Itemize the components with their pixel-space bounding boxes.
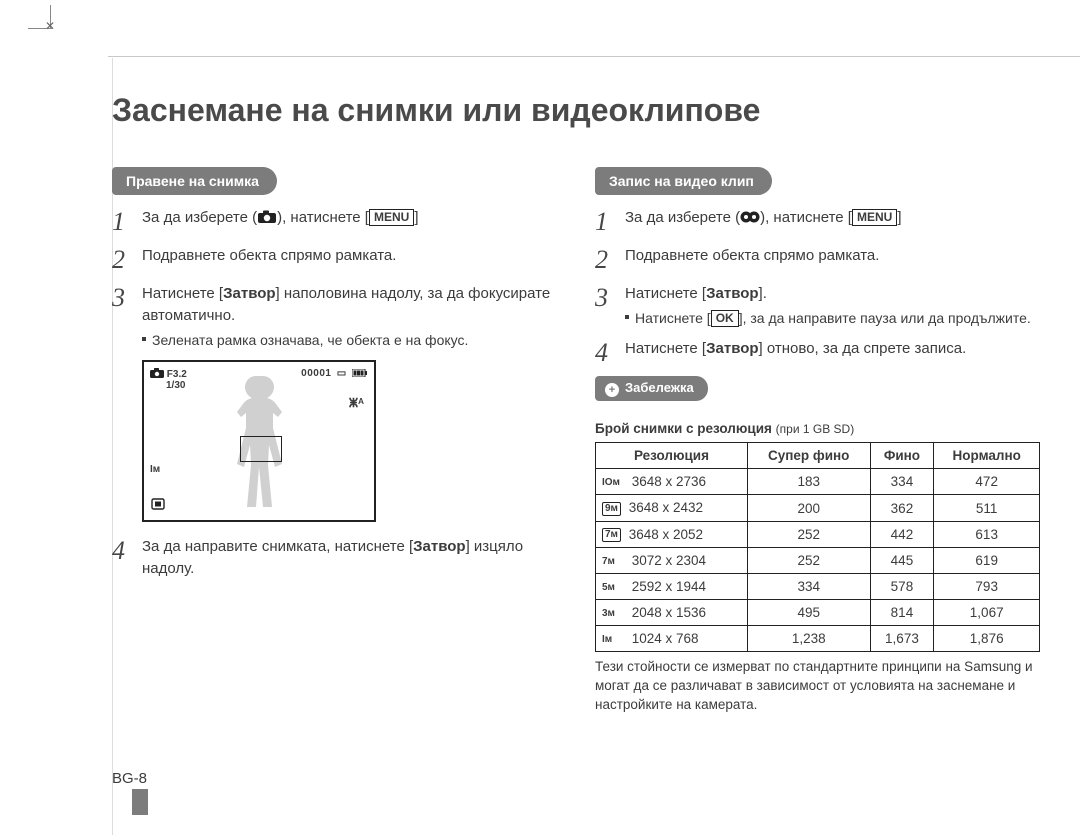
resolution-icon: 7м (602, 528, 621, 542)
left-steps-cont: 4 За да направите снимката, натиснете [З… (112, 536, 557, 580)
step: 2 Подравнете обекта спрямо рамката. (595, 245, 1040, 273)
step-text: За да направите снимката, натиснете [Зат… (142, 536, 557, 580)
resolution-icon: Iм (602, 634, 628, 645)
step-text: Подравнете обекта спрямо рамката. (625, 245, 879, 267)
step-text: Подравнете обекта спрямо рамката. (142, 245, 396, 267)
lcd-top-left: F3.2 1/30 (150, 368, 187, 391)
step-number: 3 (112, 285, 142, 311)
step-text: Натиснете [Затвор]. Натиснете [OK], за д… (625, 283, 1031, 328)
resolution-icon: 7м (602, 556, 628, 567)
note-pill: +Забележка (595, 376, 708, 401)
table-caption: Брой снимки с резолюция (при 1 GB SD) (595, 421, 1040, 436)
ok-key: OK (711, 310, 739, 327)
table-header-row: Резолюция Супер фино Фино Нормално (596, 443, 1040, 469)
resolution-table: Резолюция Супер фино Фино Нормално IOм 3… (595, 442, 1040, 652)
step: 4 За да направите снимката, натиснете [З… (112, 536, 557, 580)
right-steps: 1 За да изберете (), натиснете [MENU] 2 … (595, 207, 1040, 366)
plus-icon: + (605, 383, 619, 397)
resolution-icon: 5м (602, 582, 628, 593)
step-number: 1 (595, 209, 625, 235)
step: 4 Натиснете [Затвор] отново, за да спрет… (595, 338, 1040, 366)
lcd-size: Iм (150, 464, 160, 475)
step-number: 1 (112, 209, 142, 235)
page-bar (132, 789, 148, 815)
col-header: Нормално (934, 443, 1040, 469)
step: 3 Натиснете [Затвор]. Натиснете [OK], за… (595, 283, 1040, 328)
lcd-stab-icon (150, 497, 166, 514)
left-column: Правене на снимка 1 За да изберете (), н… (112, 167, 557, 715)
top-rule (108, 56, 1080, 57)
step: 1 За да изберете (), натиснете [MENU] (595, 207, 1040, 235)
right-column: Запис на видео клип 1 За да изберете (),… (595, 167, 1040, 715)
table-row: 3м 2048 x 15364958141,067 (596, 600, 1040, 626)
step-number: 4 (112, 538, 142, 564)
left-section-pill: Правене на снимка (112, 167, 277, 195)
step-text: За да изберете (), натиснете [MENU] (142, 207, 418, 229)
page-number: BG-8 (112, 770, 148, 815)
col-header: Супер фино (747, 443, 870, 469)
table-row: IOм 3648 x 2736183334472 (596, 469, 1040, 495)
lcd-top-right: 00001 ▭ (301, 368, 368, 379)
camera-icon (257, 209, 277, 223)
resolution-icon: 3м (602, 608, 628, 619)
col-header: Резолюция (596, 443, 748, 469)
lcd-flash: ⵥᴬ (349, 396, 364, 410)
resolution-icon: 9м (602, 502, 621, 516)
step-text: Натиснете [Затвор] отново, за да спрете … (625, 338, 966, 360)
step: 1 За да изберете (), натиснете [MENU] (112, 207, 557, 235)
step-number: 2 (112, 247, 142, 273)
resolution-icon: IOм (602, 477, 628, 488)
menu-key: MENU (852, 209, 897, 226)
step-number: 3 (595, 285, 625, 311)
col-header: Фино (870, 443, 934, 469)
step-text: Натиснете [Затвор] наполовина надолу, за… (142, 283, 557, 350)
table-row: 7м 3072 x 2304252445619 (596, 548, 1040, 574)
step: 3 Натиснете [Затвор] наполовина надолу, … (112, 283, 557, 350)
table-row: 9м 3648 x 2432200362511 (596, 495, 1040, 521)
step-sub: Зелената рамка означава, че обекта е на … (142, 331, 557, 351)
step-text: За да изберете (), натиснете [MENU] (625, 207, 901, 229)
video-icon (740, 209, 760, 223)
page-title: Заснемане на снимки или видеоклипове (112, 92, 1040, 129)
right-section-pill: Запис на видео клип (595, 167, 772, 195)
step-sub: Натиснете [OK], за да направите пауза ил… (625, 309, 1031, 329)
columns: Правене на снимка 1 За да изберете (), н… (112, 167, 1040, 715)
battery-icon (352, 368, 368, 379)
table-row: 5м 2592 x 1944334578793 (596, 574, 1040, 600)
menu-key: MENU (369, 209, 414, 226)
cropmark-x: ✕ (45, 20, 55, 32)
page: Заснемане на снимки или видеоклипове Пра… (112, 92, 1040, 815)
card-icon: ▭ (337, 368, 347, 379)
table-row: 7м 3648 x 2052252442613 (596, 521, 1040, 547)
left-steps: 1 За да изберете (), натиснете [MENU] 2 … (112, 207, 557, 350)
focus-frame (240, 436, 282, 462)
lcd-preview: F3.2 1/30 00001 ▭ ⵥᴬ Iм (142, 360, 376, 522)
camera-icon (150, 368, 164, 378)
table-footnote: Тези стойности се измерват по стандартни… (595, 658, 1040, 715)
step-number: 4 (595, 340, 625, 366)
step: 2 Подравнете обекта спрямо рамката. (112, 245, 557, 273)
table-row: Iм 1024 x 7681,2381,6731,876 (596, 626, 1040, 652)
step-number: 2 (595, 247, 625, 273)
